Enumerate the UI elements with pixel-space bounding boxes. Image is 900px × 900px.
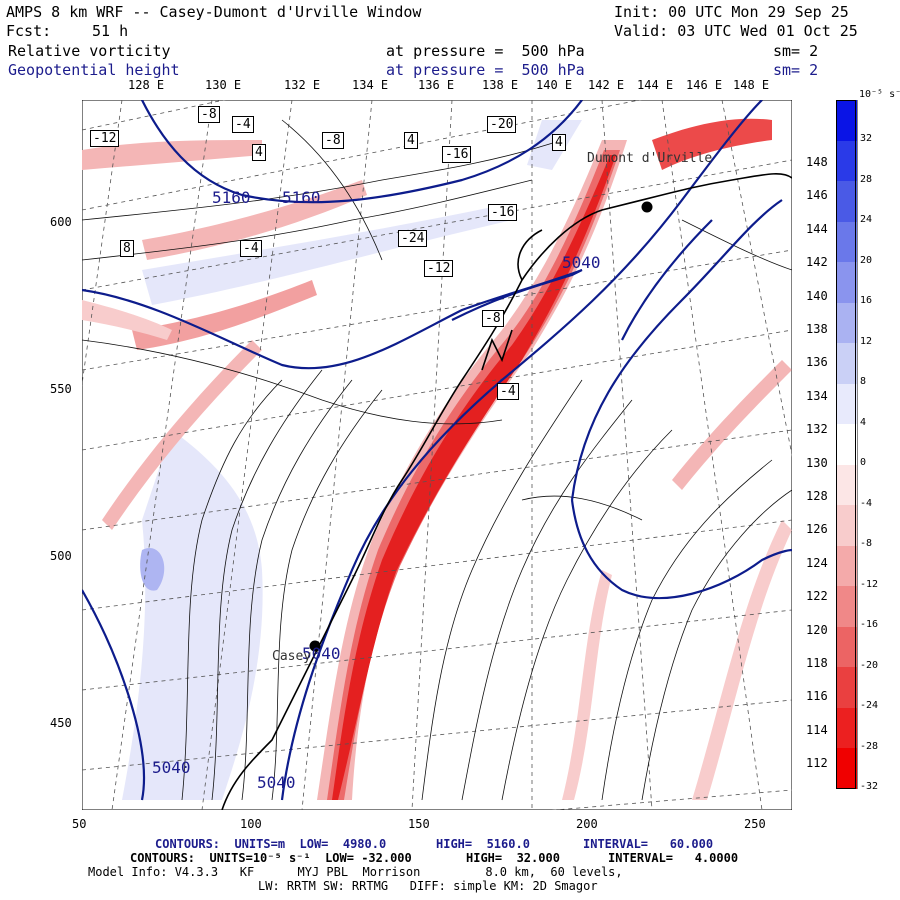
x-tick-label: 150 [408, 817, 430, 831]
height-contour-label: 5160 [282, 188, 321, 207]
vorticity-label-box: -8 [322, 132, 344, 149]
longitude-label: 148 E [733, 78, 770, 92]
longitude-label: 138 E [482, 78, 519, 92]
vorticity-label-box: -24 [398, 230, 428, 247]
colorbar-unit: 10⁻⁵ s⁻¹ [859, 89, 900, 100]
colorbar-label: -16 [860, 619, 879, 630]
colorbar-label: 12 [860, 335, 873, 347]
dumont-durville-station-marker [641, 201, 653, 213]
vorticity-label-box: -4 [232, 116, 254, 133]
longitude-label: 142 E [588, 78, 625, 92]
footer-height-high: HIGH= 5160.0 [436, 837, 530, 851]
valid-time: Valid: 03 UTC Wed 01 Oct 25 [614, 22, 858, 40]
vorticity-label-box: -12 [424, 260, 454, 277]
y-tick-label: 500 [50, 549, 72, 563]
colorbar-label: -24 [860, 700, 879, 711]
longitude-label: 146 E [686, 78, 723, 92]
colorbar-label: 8 [860, 376, 867, 387]
footer-model-info: Model Info: V4.3.3 KF MYJ PBL Morrison 8… [88, 865, 623, 879]
longitude-label: 128 E [128, 78, 165, 92]
footer-vort-interval: INTERVAL= 4.0000 [608, 851, 739, 865]
negative-vorticity-shading [82, 118, 792, 800]
vorticity-label-box: -12 [90, 130, 120, 147]
colorbar-label: 4 [860, 416, 867, 428]
height-contour-label: 5160 [212, 188, 251, 207]
y-tick-label: 550 [50, 382, 72, 396]
colorbar-label: 0 [860, 457, 867, 468]
lat-lon-grid [82, 100, 792, 810]
field-1-level: at pressure = 500 hPa [386, 42, 585, 60]
colorbar-label: 32 [860, 133, 873, 144]
longitude-label: 144 E [637, 78, 674, 92]
colorbar-label: 16 [860, 295, 873, 306]
colorbar-label: -4 [860, 497, 873, 509]
longitude-label: 134 E [352, 78, 389, 92]
colorbar-label: -8 [860, 538, 873, 549]
vorticity-label-box: -8 [482, 310, 504, 327]
colorbar-label: -32 [860, 781, 879, 792]
window-title: AMPS 8 km WRF -- Casey-Dumont d'Urville … [6, 3, 422, 21]
station-label-dumont: Dumont d'Urville [587, 151, 713, 166]
geopotential-height-contours [82, 100, 792, 801]
field-2-smoothing: sm= 2 [773, 61, 819, 79]
colorbar-label: 24 [860, 214, 873, 225]
height-contour-label: 5040 [152, 758, 191, 777]
footer-vort-high: HIGH= 32.000 [466, 851, 560, 865]
x-tick-label: 100 [240, 817, 262, 831]
y-tick-label: 450 [50, 716, 72, 730]
longitude-label: 130 E [205, 78, 242, 92]
colorbar-label: -20 [860, 659, 879, 671]
colorbar-label: -12 [860, 578, 879, 590]
vorticity-label-box: 8 [120, 240, 134, 257]
vorticity-label-box: 4 [252, 144, 266, 161]
field-1-smoothing: sm= 2 [773, 42, 819, 60]
footer-vort-contours: CONTOURS: UNITS=10⁻⁵ s⁻¹ LOW= -32.000 [130, 851, 412, 865]
forecast-hours: 51 h [92, 22, 129, 40]
vorticity-label-box: -4 [240, 240, 262, 257]
coastline [221, 172, 792, 810]
vorticity-label-box: 4 [552, 134, 566, 151]
colorbar-label: 20 [860, 254, 873, 266]
vorticity-label-box: -4 [497, 383, 519, 400]
vorticity-label-box: -8 [198, 106, 220, 123]
footer-height-interval: INTERVAL= 60.000 [583, 837, 714, 851]
vorticity-label-box: -16 [442, 146, 472, 163]
colorbar-label: 28 [860, 173, 873, 185]
field-2-name: Geopotential height [8, 61, 180, 79]
vorticity-label-box: 4 [404, 132, 418, 149]
map-label-layer: -12 -8 -4 4 8 -4 -8 4 -16 -20 -24 -12 -16 4 -8 -4 5160 51… [82, 100, 792, 810]
height-contour-label: 5040 [257, 773, 296, 792]
footer-physics-info: LW: RRTM SW: RRTMG DIFF: simple KM: 2D S… [258, 879, 598, 893]
footer-height-contours: CONTOURS: UNITS=m LOW= 4980.0 [155, 837, 387, 851]
longitude-label: 136 E [418, 78, 455, 92]
x-tick-label: 200 [576, 817, 598, 831]
init-time: Init: 00 UTC Mon 29 Sep 25 [614, 3, 849, 21]
casey-station-marker [309, 640, 321, 652]
longitude-label: 132 E [284, 78, 321, 92]
x-tick-label: 50 [72, 817, 87, 831]
colorbar-frame [836, 100, 856, 789]
vorticity-label-box: -20 [487, 116, 517, 133]
longitude-label: 140 E [536, 78, 573, 92]
vorticity-contours [82, 119, 792, 801]
height-contour-label: 5040 [562, 253, 601, 272]
station-label-casey: Casey [272, 649, 312, 664]
field-2-level: at pressure = 500 hPa [386, 61, 585, 79]
height-contour-label: 5040 [302, 644, 341, 663]
colorbar-label: -28 [860, 740, 879, 752]
vorticity-label-box: -16 [488, 204, 518, 221]
y-tick-label: 600 [50, 215, 72, 229]
x-tick-label: 250 [744, 817, 766, 831]
vorticity-colorbar: 10⁻⁵ s⁻¹ 32 28 24 20 16 12 8 4 0 -4 -8 -12 -16 -20 -24 -… [832, 90, 900, 812]
field-1-name: Relative vorticity [8, 42, 171, 60]
forecast-label: Fcst: [6, 22, 52, 40]
